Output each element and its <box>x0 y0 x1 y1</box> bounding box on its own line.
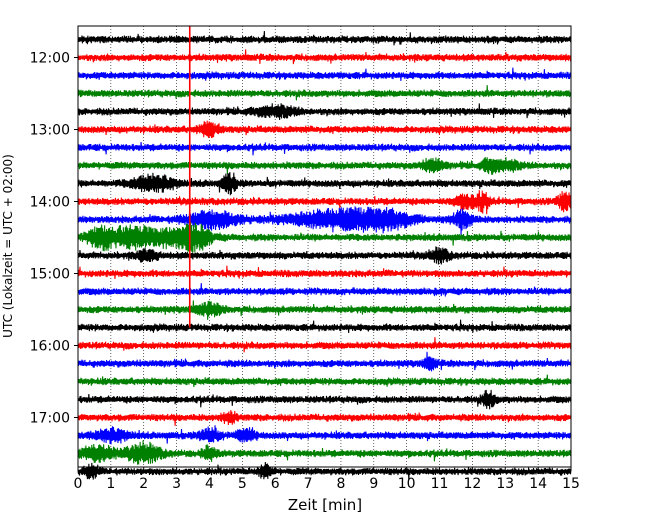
x-tick-label: 2 <box>139 476 148 492</box>
y-tick-label: 14:00 <box>30 195 70 211</box>
x-tick-label: 5 <box>238 476 247 492</box>
trace-1730 <box>77 440 572 465</box>
trace-1500 <box>77 265 572 279</box>
trace-1145 <box>77 30 572 46</box>
y-tick-label: 13:00 <box>30 123 70 139</box>
trace-1645 <box>77 389 572 410</box>
y-tick-label: 16:00 <box>30 339 70 355</box>
trace-1445 <box>77 246 572 265</box>
y-tick-label: 15:00 <box>30 267 70 283</box>
x-tick-label: 12 <box>463 476 481 492</box>
trace-1515 <box>77 283 572 297</box>
y-tick-label: 12:00 <box>30 51 70 67</box>
x-tick-label: 8 <box>336 476 345 492</box>
trace-1200 <box>77 49 572 65</box>
x-tick-label: 3 <box>172 476 181 492</box>
trace-1245 <box>77 103 572 121</box>
x-tick-label: 13 <box>496 476 514 492</box>
plot-frame <box>77 25 572 468</box>
trace-1400 <box>77 190 572 215</box>
trace-1430 <box>77 221 572 253</box>
x-axis-label: Zeit [min] <box>288 496 362 514</box>
trace-1415 <box>77 206 572 236</box>
trace-1545 <box>77 319 572 333</box>
trace-1230 <box>77 85 572 101</box>
trace-1630 <box>77 374 572 388</box>
y-axis-ticks: 12:00 13:00 14:00 15:00 16:00 17:00 <box>30 51 78 427</box>
trace-1300 <box>77 120 572 139</box>
x-tick-label: 10 <box>398 476 416 492</box>
x-tick-label: 15 <box>562 476 580 492</box>
trace-1315 <box>77 142 572 156</box>
x-tick-label: 7 <box>304 476 313 492</box>
x-tick-label: 1 <box>106 476 115 492</box>
trace-1215 <box>77 67 572 81</box>
trace-1330 <box>77 157 572 175</box>
x-tick-label: 6 <box>271 476 280 492</box>
trace-1700 <box>77 410 572 426</box>
x-tick-label: 0 <box>74 476 83 492</box>
seismogram-traces <box>77 30 572 480</box>
y-tick-label: 17:00 <box>30 411 70 427</box>
x-tick-label: 4 <box>205 476 214 492</box>
trace-1345 <box>77 172 572 196</box>
x-tick-label: 11 <box>431 476 449 492</box>
trace-1600 <box>77 337 572 353</box>
y-axis-label: UTC (Lokalzeit = UTC + 02:00) <box>1 154 15 338</box>
trace-1745 <box>77 461 572 480</box>
trace-1715 <box>77 425 572 445</box>
x-tick-label: 14 <box>529 476 547 492</box>
trace-1615 <box>77 351 572 372</box>
x-tick-label: 9 <box>369 476 378 492</box>
trace-1530 <box>77 300 572 320</box>
x-axis-ticks: 0 1 2 3 4 5 6 7 8 9 10 11 12 13 14 15 <box>74 467 580 492</box>
